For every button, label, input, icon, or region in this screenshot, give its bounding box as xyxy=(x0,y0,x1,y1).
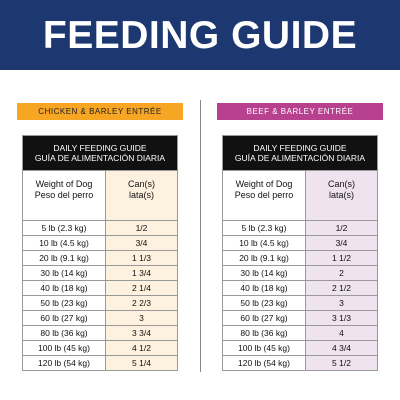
data-row: 5 lb (2.3 kg) 1/2 xyxy=(222,220,378,236)
data-row: 20 lb (9.1 kg) 1 1/3 xyxy=(22,250,178,266)
column-header: Weight of Dog Peso del perro xyxy=(222,170,306,221)
feeding-table: DAILY FEEDING GUIDE GUÍA DE ALIMENTACIÓN … xyxy=(222,135,378,371)
weight-cell: 50 lb (23 kg) xyxy=(222,295,306,311)
data-row: 30 lb (14 kg) 2 xyxy=(222,265,378,281)
header-line: Can(s) xyxy=(127,179,155,189)
weight-cell: 120 lb (54 kg) xyxy=(22,355,106,371)
cans-cell: 3/4 xyxy=(105,235,178,251)
header-line: Weight of Dog xyxy=(35,179,93,189)
cans-cell: 5 1/2 xyxy=(305,355,378,371)
cans-cell: 2 1/4 xyxy=(105,280,178,296)
table-body: DAILY FEEDING GUIDE GUÍA DE ALIMENTACIÓN … xyxy=(22,135,178,371)
weight-cell: 40 lb (18 kg) xyxy=(222,280,306,296)
column-header-row: Weight of Dog Peso del perro Can(s) lata(s) xyxy=(222,170,378,221)
weight-cell: 30 lb (14 kg) xyxy=(22,265,106,281)
table-title: DAILY FEEDING GUIDE GUÍA DE ALIMENTACIÓN … xyxy=(22,135,178,171)
data-row: 50 lb (23 kg) 2 2/3 xyxy=(22,295,178,311)
data-row: 100 lb (45 kg) 4 3/4 xyxy=(222,340,378,356)
weight-cell: 40 lb (18 kg) xyxy=(22,280,106,296)
weight-cell: 80 lb (36 kg) xyxy=(22,325,106,341)
cans-cell: 2 xyxy=(305,265,378,281)
cans-cell: 1/2 xyxy=(105,220,178,236)
data-row: 80 lb (36 kg) 3 3/4 xyxy=(22,325,178,341)
weight-cell: 100 lb (45 kg) xyxy=(222,340,306,356)
table-title: DAILY FEEDING GUIDE GUÍA DE ALIMENTACIÓN … xyxy=(222,135,378,171)
weight-cell: 5 lb (2.3 kg) xyxy=(222,220,306,236)
cans-cell: 1 1/3 xyxy=(105,250,178,266)
data-row: 60 lb (27 kg) 3 1/3 xyxy=(222,310,378,326)
data-row: 30 lb (14 kg) 1 3/4 xyxy=(22,265,178,281)
header-line: Peso del perro xyxy=(234,190,294,200)
panel-label: BEEF & BARLEY ENTRÉE xyxy=(217,103,383,120)
title-line: DAILY FEEDING GUIDE xyxy=(53,143,147,153)
data-row: 100 lb (45 kg) 4 1/2 xyxy=(22,340,178,356)
cans-cell: 3 xyxy=(105,310,178,326)
banner-title: FEEDING GUIDE xyxy=(0,0,400,70)
cans-cell: 1 1/2 xyxy=(305,250,378,266)
panel: BEEF & BARLEY ENTRÉE DAILY FEEDING GUIDE G… xyxy=(217,103,383,371)
header-line: Weight of Dog xyxy=(235,179,293,189)
panel-label: CHICKEN & BARLEY ENTRÉE xyxy=(17,103,183,120)
column-header: Can(s) lata(s) xyxy=(305,170,378,221)
feeding-table: DAILY FEEDING GUIDE GUÍA DE ALIMENTACIÓN … xyxy=(22,135,178,371)
cans-cell: 4 3/4 xyxy=(305,340,378,356)
header-line: lata(s) xyxy=(128,190,154,200)
data-row: 60 lb (27 kg) 3 xyxy=(22,310,178,326)
title-line: DAILY FEEDING GUIDE xyxy=(253,143,347,153)
data-row: 20 lb (9.1 kg) 1 1/2 xyxy=(222,250,378,266)
data-row: 10 lb (4.5 kg) 3/4 xyxy=(222,235,378,251)
data-row: 40 lb (18 kg) 2 1/2 xyxy=(222,280,378,296)
cans-cell: 3 xyxy=(305,295,378,311)
cans-cell: 1/2 xyxy=(305,220,378,236)
cans-cell: 4 1/2 xyxy=(105,340,178,356)
data-row: 5 lb (2.3 kg) 1/2 xyxy=(22,220,178,236)
header-line: Peso del perro xyxy=(34,190,94,200)
weight-cell: 120 lb (54 kg) xyxy=(222,355,306,371)
weight-cell: 60 lb (27 kg) xyxy=(222,310,306,326)
cans-cell: 1 3/4 xyxy=(105,265,178,281)
cans-cell: 2 1/2 xyxy=(305,280,378,296)
data-row: 50 lb (23 kg) 3 xyxy=(222,295,378,311)
title-row: DAILY FEEDING GUIDE GUÍA DE ALIMENTACIÓN … xyxy=(222,135,378,171)
panel: CHICKEN & BARLEY ENTRÉE DAILY FEEDING GUI… xyxy=(17,103,183,371)
weight-cell: 100 lb (45 kg) xyxy=(22,340,106,356)
column-header: Can(s) lata(s) xyxy=(105,170,178,221)
data-row: 40 lb (18 kg) 2 1/4 xyxy=(22,280,178,296)
header-line: Can(s) xyxy=(327,179,355,189)
cans-cell: 4 xyxy=(305,325,378,341)
column-header-row: Weight of Dog Peso del perro Can(s) lata(s) xyxy=(22,170,178,221)
title-line: GUÍA DE ALIMENTACIÓN DIARIA xyxy=(34,153,166,163)
data-row: 120 lb (54 kg) 5 1/2 xyxy=(222,355,378,371)
data-row: 80 lb (36 kg) 4 xyxy=(222,325,378,341)
header-line: lata(s) xyxy=(328,190,354,200)
weight-cell: 30 lb (14 kg) xyxy=(222,265,306,281)
cans-cell: 3 1/3 xyxy=(305,310,378,326)
cans-cell: 2 2/3 xyxy=(105,295,178,311)
data-row: 120 lb (54 kg) 5 1/4 xyxy=(22,355,178,371)
weight-cell: 10 lb (4.5 kg) xyxy=(22,235,106,251)
column-header: Weight of Dog Peso del perro xyxy=(22,170,106,221)
weight-cell: 60 lb (27 kg) xyxy=(22,310,106,326)
weight-cell: 20 lb (9.1 kg) xyxy=(22,250,106,266)
divider xyxy=(200,100,201,372)
weight-cell: 5 lb (2.3 kg) xyxy=(22,220,106,236)
cans-cell: 3/4 xyxy=(305,235,378,251)
title-row: DAILY FEEDING GUIDE GUÍA DE ALIMENTACIÓN … xyxy=(22,135,178,171)
title-line: GUÍA DE ALIMENTACIÓN DIARIA xyxy=(234,153,366,163)
weight-cell: 20 lb (9.1 kg) xyxy=(222,250,306,266)
weight-cell: 10 lb (4.5 kg) xyxy=(222,235,306,251)
cans-cell: 5 1/4 xyxy=(105,355,178,371)
weight-cell: 80 lb (36 kg) xyxy=(222,325,306,341)
weight-cell: 50 lb (23 kg) xyxy=(22,295,106,311)
table-body: DAILY FEEDING GUIDE GUÍA DE ALIMENTACIÓN … xyxy=(222,135,378,371)
data-row: 10 lb (4.5 kg) 3/4 xyxy=(22,235,178,251)
cans-cell: 3 3/4 xyxy=(105,325,178,341)
